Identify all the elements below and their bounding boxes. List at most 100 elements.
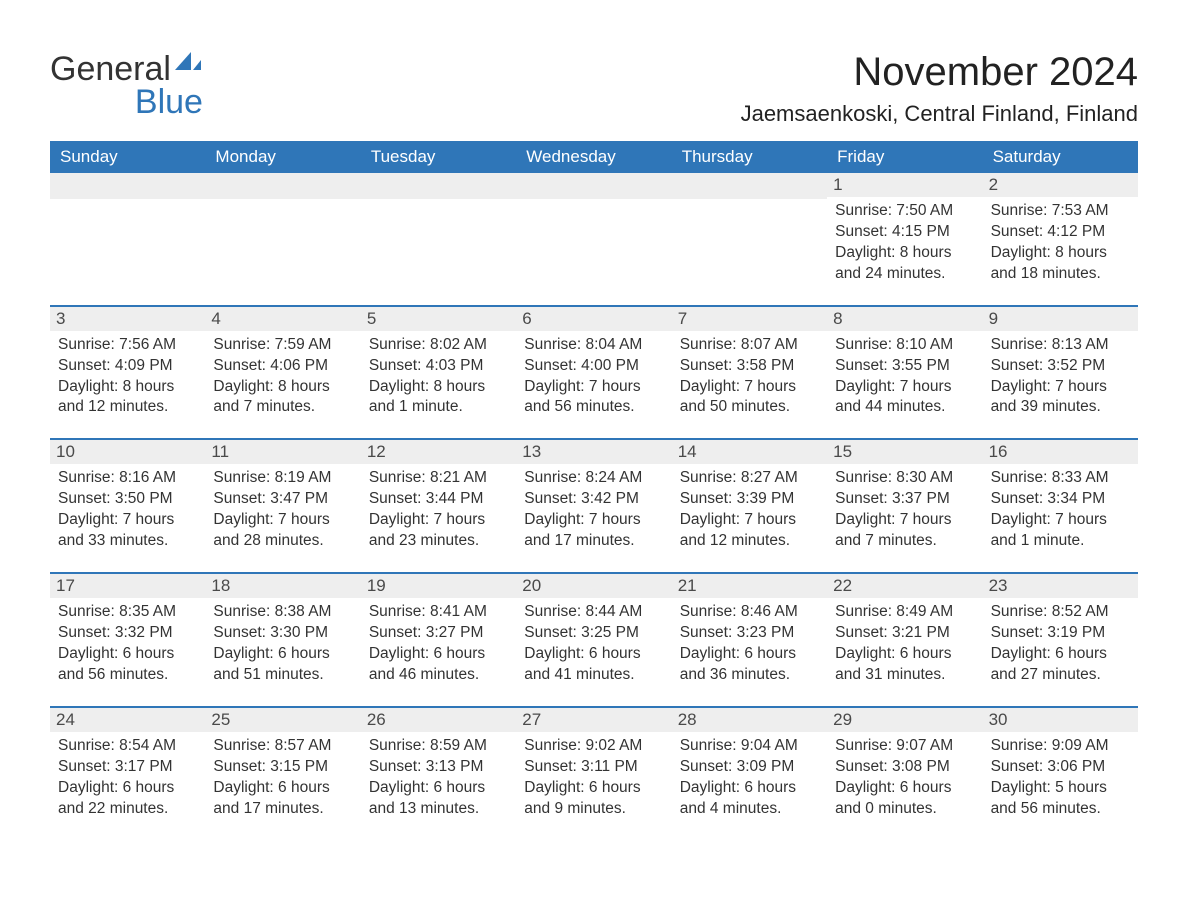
date-number: 21 <box>672 572 827 598</box>
logo: General Blue <box>50 50 203 122</box>
day1-text: Daylight: 7 hours <box>524 377 663 398</box>
day1-text: Daylight: 6 hours <box>835 644 974 665</box>
sunset-text: Sunset: 3:11 PM <box>524 757 663 778</box>
day1-text: Daylight: 7 hours <box>524 510 663 531</box>
sunset-text: Sunset: 3:15 PM <box>213 757 352 778</box>
calendar-cell <box>516 173 671 291</box>
sunrise-text: Sunrise: 8:10 AM <box>835 335 974 356</box>
date-number: 23 <box>983 572 1138 598</box>
sunrise-text: Sunrise: 9:02 AM <box>524 736 663 757</box>
sunrise-text: Sunrise: 8:35 AM <box>58 602 197 623</box>
calendar-cell <box>361 173 516 291</box>
day2-text: and 0 minutes. <box>835 799 974 820</box>
day-header-wednesday: Wednesday <box>516 141 671 173</box>
day1-text: Daylight: 7 hours <box>991 510 1130 531</box>
calendar: Sunday Monday Tuesday Wednesday Thursday… <box>50 141 1138 825</box>
empty-date-bar <box>361 173 516 199</box>
date-number: 10 <box>50 438 205 464</box>
day2-text: and 12 minutes. <box>680 531 819 552</box>
day1-text: Daylight: 6 hours <box>213 778 352 799</box>
calendar-cell: 1Sunrise: 7:50 AMSunset: 4:15 PMDaylight… <box>827 173 982 291</box>
day1-text: Daylight: 7 hours <box>680 377 819 398</box>
calendar-cell <box>672 173 827 291</box>
sunrise-text: Sunrise: 9:09 AM <box>991 736 1130 757</box>
location: Jaemsaenkoski, Central Finland, Finland <box>741 101 1138 127</box>
sunrise-text: Sunrise: 8:21 AM <box>369 468 508 489</box>
calendar-cell: 6Sunrise: 8:04 AMSunset: 4:00 PMDaylight… <box>516 305 671 425</box>
day1-text: Daylight: 7 hours <box>58 510 197 531</box>
sunset-text: Sunset: 3:50 PM <box>58 489 197 510</box>
day2-text: and 27 minutes. <box>991 665 1130 686</box>
calendar-cell: 12Sunrise: 8:21 AMSunset: 3:44 PMDayligh… <box>361 438 516 558</box>
date-number: 4 <box>205 305 360 331</box>
week-row: 17Sunrise: 8:35 AMSunset: 3:32 PMDayligh… <box>50 572 1138 692</box>
header: General Blue November 2024 Jaemsaenkoski… <box>50 50 1138 127</box>
sunset-text: Sunset: 4:15 PM <box>835 222 974 243</box>
sunset-text: Sunset: 3:17 PM <box>58 757 197 778</box>
sunrise-text: Sunrise: 8:33 AM <box>991 468 1130 489</box>
day1-text: Daylight: 6 hours <box>835 778 974 799</box>
day2-text: and 46 minutes. <box>369 665 508 686</box>
date-number: 1 <box>827 173 982 197</box>
calendar-cell: 4Sunrise: 7:59 AMSunset: 4:06 PMDaylight… <box>205 305 360 425</box>
day1-text: Daylight: 6 hours <box>213 644 352 665</box>
day2-text: and 1 minute. <box>369 397 508 418</box>
sunrise-text: Sunrise: 8:38 AM <box>213 602 352 623</box>
day1-text: Daylight: 6 hours <box>680 778 819 799</box>
day2-text: and 18 minutes. <box>991 264 1130 285</box>
day2-text: and 51 minutes. <box>213 665 352 686</box>
sunset-text: Sunset: 3:19 PM <box>991 623 1130 644</box>
day2-text: and 56 minutes. <box>58 665 197 686</box>
day1-text: Daylight: 7 hours <box>991 377 1130 398</box>
date-number: 3 <box>50 305 205 331</box>
day2-text: and 50 minutes. <box>680 397 819 418</box>
sunrise-text: Sunrise: 8:13 AM <box>991 335 1130 356</box>
sunset-text: Sunset: 3:23 PM <box>680 623 819 644</box>
empty-date-bar <box>672 173 827 199</box>
day2-text: and 56 minutes. <box>524 397 663 418</box>
day1-text: Daylight: 6 hours <box>58 778 197 799</box>
day2-text: and 17 minutes. <box>213 799 352 820</box>
sunset-text: Sunset: 4:00 PM <box>524 356 663 377</box>
sunrise-text: Sunrise: 8:30 AM <box>835 468 974 489</box>
sunset-text: Sunset: 3:08 PM <box>835 757 974 778</box>
day1-text: Daylight: 7 hours <box>680 510 819 531</box>
calendar-cell: 24Sunrise: 8:54 AMSunset: 3:17 PMDayligh… <box>50 706 205 826</box>
sunrise-text: Sunrise: 8:24 AM <box>524 468 663 489</box>
sunset-text: Sunset: 3:39 PM <box>680 489 819 510</box>
day1-text: Daylight: 8 hours <box>991 243 1130 264</box>
day2-text: and 44 minutes. <box>835 397 974 418</box>
date-number: 9 <box>983 305 1138 331</box>
date-number: 22 <box>827 572 982 598</box>
calendar-cell <box>205 173 360 291</box>
day2-text: and 56 minutes. <box>991 799 1130 820</box>
empty-date-bar <box>205 173 360 199</box>
date-number: 18 <box>205 572 360 598</box>
calendar-cell: 28Sunrise: 9:04 AMSunset: 3:09 PMDayligh… <box>672 706 827 826</box>
calendar-cell: 2Sunrise: 7:53 AMSunset: 4:12 PMDaylight… <box>983 173 1138 291</box>
sunset-text: Sunset: 3:34 PM <box>991 489 1130 510</box>
sunset-text: Sunset: 3:09 PM <box>680 757 819 778</box>
sunrise-text: Sunrise: 8:46 AM <box>680 602 819 623</box>
date-number: 20 <box>516 572 671 598</box>
sunset-text: Sunset: 4:12 PM <box>991 222 1130 243</box>
date-number: 13 <box>516 438 671 464</box>
day1-text: Daylight: 7 hours <box>369 510 508 531</box>
day2-text: and 39 minutes. <box>991 397 1130 418</box>
day2-text: and 17 minutes. <box>524 531 663 552</box>
date-number: 11 <box>205 438 360 464</box>
sunrise-text: Sunrise: 8:54 AM <box>58 736 197 757</box>
date-number: 17 <box>50 572 205 598</box>
day1-text: Daylight: 7 hours <box>835 510 974 531</box>
day1-text: Daylight: 6 hours <box>58 644 197 665</box>
day2-text: and 9 minutes. <box>524 799 663 820</box>
day2-text: and 13 minutes. <box>369 799 508 820</box>
calendar-cell: 5Sunrise: 8:02 AMSunset: 4:03 PMDaylight… <box>361 305 516 425</box>
day-header-sunday: Sunday <box>50 141 205 173</box>
sunrise-text: Sunrise: 8:19 AM <box>213 468 352 489</box>
sunrise-text: Sunrise: 8:52 AM <box>991 602 1130 623</box>
date-number: 14 <box>672 438 827 464</box>
sunset-text: Sunset: 3:44 PM <box>369 489 508 510</box>
sunrise-text: Sunrise: 8:16 AM <box>58 468 197 489</box>
calendar-cell: 15Sunrise: 8:30 AMSunset: 3:37 PMDayligh… <box>827 438 982 558</box>
